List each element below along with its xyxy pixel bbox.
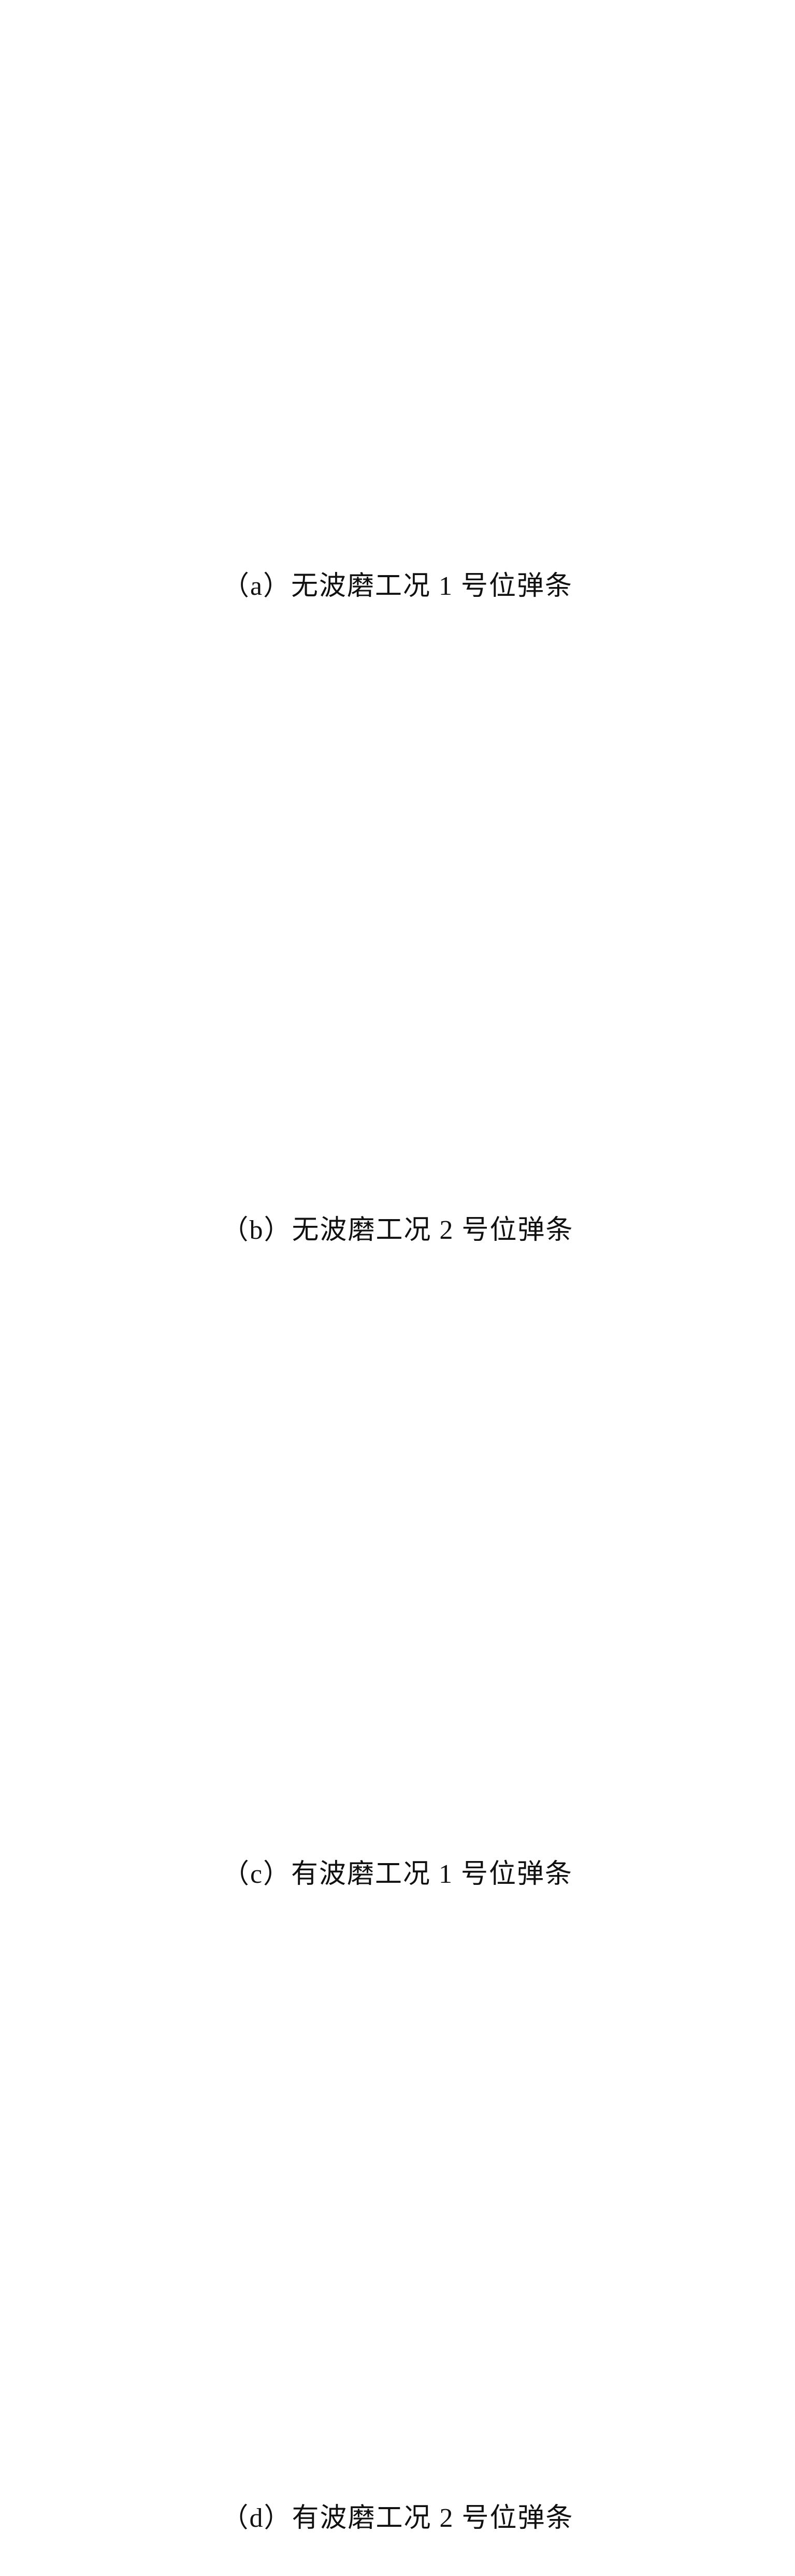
chart-d-caption: （d）有波磨工况 2 号位弹条 xyxy=(221,2503,574,2533)
chart-c: （c）有波磨工况 1 号位弹条 xyxy=(0,1288,795,1932)
chart-c-caption: （c）有波磨工况 1 号位弹条 xyxy=(222,1859,573,1889)
chart-a: （a）无波磨工况 1 号位弹条 xyxy=(0,0,795,644)
chart-b: （b）无波磨工况 2 号位弹条 xyxy=(0,644,795,1288)
chart-a-caption: （a）无波磨工况 1 号位弹条 xyxy=(222,571,573,601)
chart-b-caption: （b）无波磨工况 2 号位弹条 xyxy=(221,1215,574,1245)
chart-d: （d）有波磨工况 2 号位弹条 xyxy=(0,1932,795,2576)
